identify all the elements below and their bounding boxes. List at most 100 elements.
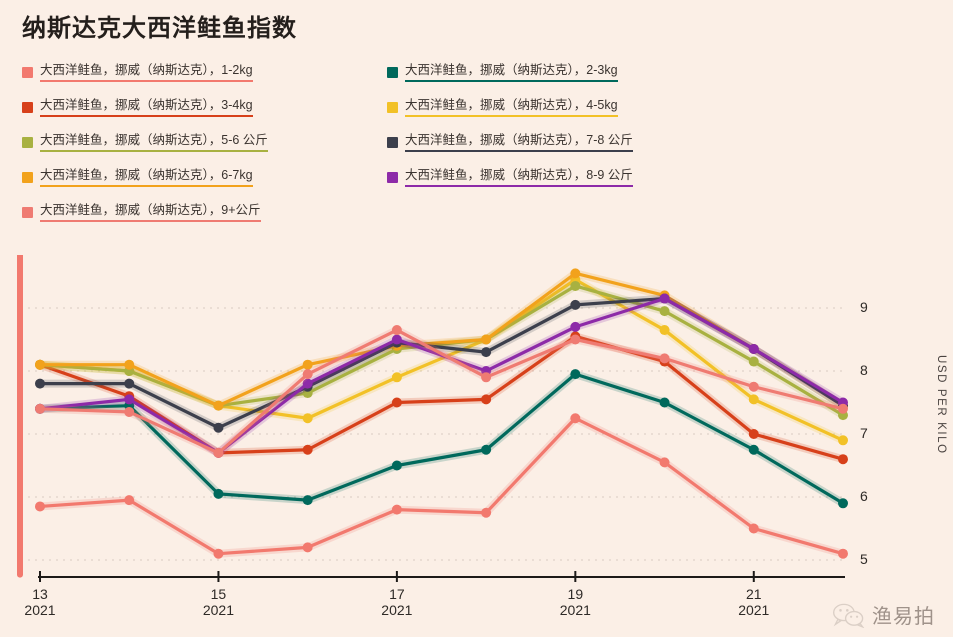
x-axis-tick-label: 17 2021 [362, 586, 432, 618]
data-point[interactable] [302, 359, 313, 370]
y-axis-tick-label: 5 [860, 551, 868, 567]
legend-swatch-icon [22, 136, 33, 148]
data-point[interactable] [659, 306, 670, 317]
legend-swatch-icon [387, 66, 398, 78]
data-point[interactable] [391, 460, 402, 471]
data-point[interactable] [481, 394, 492, 405]
legend-label: 大西洋鲑鱼，挪威（纳斯达克），4-5kg [405, 98, 618, 117]
data-point[interactable] [35, 378, 45, 389]
x-tick-year: 2021 [24, 602, 56, 618]
data-point[interactable] [570, 369, 581, 380]
data-point[interactable] [748, 429, 759, 439]
x-tick-week: 13 [32, 586, 48, 602]
legend-swatch-icon [387, 136, 398, 148]
legend-label: 大西洋鲑鱼，挪威（纳斯达克），7-8 公斤 [405, 133, 633, 152]
data-point[interactable] [302, 413, 313, 424]
legend-item-1-2kg[interactable]: 大西洋鲑鱼，挪威（纳斯达克），1-2kg [22, 60, 387, 86]
data-point[interactable] [391, 504, 402, 515]
data-point[interactable] [124, 378, 135, 389]
data-point[interactable] [391, 325, 402, 336]
data-point[interactable] [748, 381, 759, 392]
data-point[interactable] [570, 268, 581, 279]
legend-item-7-8kg[interactable]: 大西洋鲑鱼，挪威（纳斯达克），7-8 公斤 [387, 130, 787, 156]
data-point[interactable] [481, 372, 492, 383]
series-line [38, 416, 845, 556]
data-point[interactable] [124, 359, 135, 370]
x-tick-year: 2021 [381, 602, 413, 618]
data-point[interactable] [748, 523, 759, 534]
legend-item-9+kg[interactable]: 大西洋鲑鱼，挪威（纳斯达克），9+公斤 [22, 200, 387, 226]
data-point[interactable] [302, 369, 313, 380]
legend-swatch-icon [387, 101, 398, 113]
x-tick-week: 15 [210, 586, 227, 602]
data-point[interactable] [570, 413, 581, 424]
data-point[interactable] [213, 400, 224, 411]
data-point[interactable] [481, 507, 492, 518]
data-point[interactable] [35, 359, 45, 370]
page-title: 纳斯达克大西洋鲑鱼指数 [22, 16, 297, 42]
data-point[interactable] [838, 498, 848, 509]
data-point[interactable] [659, 457, 670, 468]
data-point[interactable] [481, 347, 492, 358]
data-point[interactable] [35, 501, 45, 512]
legend-item-4-5kg[interactable]: 大西洋鲑鱼，挪威（纳斯达克），4-5kg [387, 95, 787, 121]
data-point[interactable] [838, 548, 848, 559]
data-point[interactable] [213, 447, 224, 458]
chart-plot-area [0, 255, 953, 637]
legend-swatch-icon [22, 101, 33, 113]
legend-item-2-3kg[interactable]: 大西洋鲑鱼，挪威（纳斯达克），2-3kg [387, 60, 787, 86]
data-point[interactable] [838, 435, 848, 446]
data-point[interactable] [124, 406, 135, 417]
data-point[interactable] [213, 488, 224, 499]
data-point[interactable] [302, 542, 313, 553]
legend-label: 大西洋鲑鱼，挪威（纳斯达克），3-4kg [40, 98, 253, 117]
data-point[interactable] [391, 372, 402, 383]
legend-label: 大西洋鲑鱼，挪威（纳斯达克），8-9 公斤 [405, 168, 633, 187]
data-point[interactable] [124, 495, 135, 506]
series-2-3kg [35, 369, 848, 509]
series-6-7kg [35, 268, 848, 411]
legend-row: 大西洋鲑鱼，挪威（纳斯达克），9+公斤 [22, 200, 812, 235]
data-point[interactable] [570, 280, 581, 291]
y-axis-tick-label: 8 [860, 362, 868, 378]
data-point[interactable] [302, 495, 313, 506]
data-point[interactable] [838, 454, 848, 465]
legend-item-6-7kg[interactable]: 大西洋鲑鱼，挪威（纳斯达克），6-7kg [22, 165, 387, 191]
x-axis-tick-label: 19 2021 [540, 586, 610, 618]
legend-swatch-icon [22, 206, 33, 218]
data-point[interactable] [659, 325, 670, 336]
data-point[interactable] [748, 343, 759, 354]
legend-row: 大西洋鲑鱼，挪威（纳斯达克），1-2kg 大西洋鲑鱼，挪威（纳斯达克），2-3kg [22, 60, 812, 95]
data-point[interactable] [302, 444, 313, 455]
legend-item-3-4kg[interactable]: 大西洋鲑鱼，挪威（纳斯达克），3-4kg [22, 95, 387, 121]
data-point[interactable] [481, 444, 492, 455]
data-point[interactable] [302, 378, 313, 389]
data-point[interactable] [659, 353, 670, 364]
y-axis-tick-label: 7 [860, 425, 868, 441]
data-point[interactable] [659, 397, 670, 408]
legend-swatch-icon [22, 171, 33, 183]
data-point[interactable] [391, 334, 402, 345]
data-point[interactable] [748, 394, 759, 405]
data-point[interactable] [213, 422, 224, 433]
data-point[interactable] [213, 548, 224, 559]
data-point[interactable] [35, 403, 45, 414]
data-point[interactable] [570, 299, 581, 310]
x-tick-week: 19 [567, 586, 584, 602]
x-tick-year: 2021 [559, 602, 591, 618]
data-point[interactable] [570, 321, 581, 332]
legend-item-8-9kg[interactable]: 大西洋鲑鱼，挪威（纳斯达克），8-9 公斤 [387, 165, 787, 191]
x-axis-tick-label: 13 2021 [5, 586, 75, 618]
data-point[interactable] [124, 394, 135, 405]
left-accent-bar [17, 255, 23, 578]
series-9+kg [35, 325, 848, 458]
data-point[interactable] [391, 397, 402, 408]
data-point[interactable] [570, 334, 581, 345]
data-point[interactable] [659, 293, 670, 304]
data-point[interactable] [838, 403, 848, 414]
data-point[interactable] [748, 444, 759, 455]
legend-item-5-6kg[interactable]: 大西洋鲑鱼，挪威（纳斯达克），5-6 公斤 [22, 130, 387, 156]
x-tick-week: 17 [389, 586, 405, 602]
data-point[interactable] [481, 334, 492, 345]
data-point[interactable] [748, 356, 759, 367]
